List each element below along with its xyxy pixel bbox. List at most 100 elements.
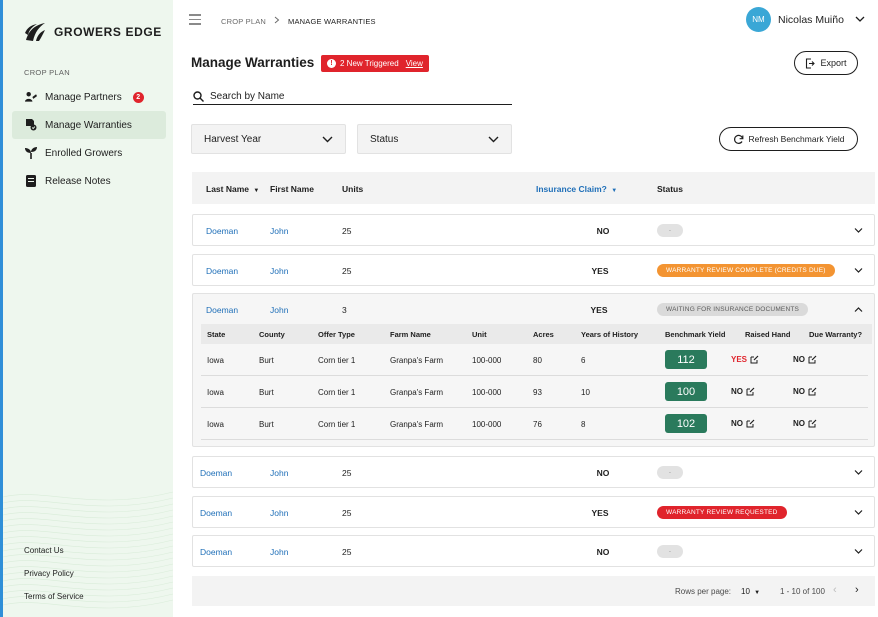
search-placeholder: Search by Name bbox=[210, 90, 285, 102]
chevron-up-icon[interactable] bbox=[854, 305, 863, 314]
raised-hand-toggle[interactable]: NO bbox=[731, 387, 755, 396]
alert-view-link[interactable]: View bbox=[405, 59, 423, 68]
status-badge: - bbox=[657, 466, 683, 479]
sidebar-item-enrolled-growers[interactable]: Enrolled Growers bbox=[12, 139, 166, 167]
sidebar-item-label: Release Notes bbox=[45, 175, 111, 187]
chevron-down-icon[interactable] bbox=[854, 547, 863, 556]
detail-header-raised-hand: Raised Hand bbox=[745, 330, 791, 339]
column-header-units[interactable]: Units bbox=[342, 184, 364, 194]
sidebar-item-release-notes[interactable]: Release Notes bbox=[12, 167, 166, 195]
offer-type-value: Corn tier 1 bbox=[318, 356, 356, 365]
edit-icon bbox=[750, 355, 759, 364]
due-warranty-toggle[interactable]: NO bbox=[793, 419, 817, 428]
insurance-claim-value: YES bbox=[590, 305, 608, 315]
column-header-insurance-claim[interactable]: Insurance Claim? ▼ bbox=[536, 184, 618, 194]
handshake-icon bbox=[25, 91, 37, 103]
units-value: 3 bbox=[342, 305, 347, 315]
contact-us-link[interactable]: Contact Us bbox=[24, 546, 64, 555]
insurance-claim-value: NO bbox=[596, 468, 610, 478]
sidebar-item-manage-warranties[interactable]: Manage Warranties bbox=[12, 111, 166, 139]
status-select[interactable]: Status bbox=[357, 124, 512, 154]
column-header-last-name[interactable]: Last Name ▼ bbox=[206, 184, 260, 194]
next-page-icon[interactable]: › bbox=[855, 584, 859, 596]
county-value: Burt bbox=[259, 356, 274, 365]
table-row[interactable]: Doeman John 25 NO - bbox=[192, 214, 875, 246]
decorative-waves bbox=[3, 491, 173, 609]
edit-icon bbox=[746, 387, 755, 396]
detail-header-acres: Acres bbox=[533, 330, 554, 339]
farm-name-value: Granpa's Farm bbox=[390, 388, 444, 397]
privacy-policy-link[interactable]: Privacy Policy bbox=[24, 569, 74, 578]
column-header-status[interactable]: Status bbox=[657, 184, 683, 194]
user-name: Nicolas Muiño bbox=[778, 13, 844, 26]
due-warranty-toggle[interactable]: NO bbox=[793, 355, 817, 364]
first-name-link[interactable]: John bbox=[270, 468, 289, 478]
detail-table-header: State County Offer Type Farm Name Unit A… bbox=[201, 324, 872, 344]
sidebar-item-label: Enrolled Growers bbox=[45, 147, 123, 159]
chevron-down-icon[interactable] bbox=[854, 226, 863, 235]
years-value: 8 bbox=[581, 420, 586, 429]
raised-hand-toggle[interactable]: NO bbox=[731, 419, 755, 428]
user-menu[interactable]: NM Nicolas Muiño bbox=[746, 7, 865, 32]
breadcrumb-parent[interactable]: CROP PLAN bbox=[221, 16, 267, 26]
first-name-link[interactable]: John bbox=[270, 305, 289, 315]
sidebar-section-label: CROP PLAN bbox=[24, 68, 70, 77]
last-name-link[interactable]: Doeman bbox=[206, 305, 239, 315]
insurance-claim-value: NO bbox=[596, 226, 610, 236]
county-value: Burt bbox=[259, 420, 274, 429]
units-value: 25 bbox=[342, 508, 352, 518]
column-header-first-name[interactable]: First Name bbox=[270, 184, 314, 194]
growers-edge-logo-icon bbox=[25, 23, 45, 41]
benchmark-yield-badge: 102 bbox=[665, 414, 707, 433]
first-name-link[interactable]: John bbox=[270, 508, 289, 518]
first-name-link[interactable]: John bbox=[270, 547, 289, 557]
table-row[interactable]: Doeman John 25 NO - bbox=[192, 456, 875, 488]
export-icon bbox=[806, 57, 816, 69]
chevron-down-icon bbox=[855, 16, 865, 22]
benchmark-yield-badge: 100 bbox=[665, 382, 707, 401]
last-name-link[interactable]: Doeman bbox=[200, 547, 233, 557]
acres-value: 93 bbox=[533, 388, 542, 397]
status-badge: WARRANTY REVIEW COMPLETE (CREDITS DUE) bbox=[657, 264, 835, 277]
last-name-link[interactable]: Doeman bbox=[206, 226, 239, 236]
breadcrumb-current: MANAGE WARRANTIES bbox=[288, 16, 376, 26]
brand-logo[interactable]: GROWERS EDGE bbox=[23, 20, 162, 44]
sort-down-icon: ▼ bbox=[611, 188, 618, 194]
terms-of-service-link[interactable]: Terms of Service bbox=[24, 592, 84, 601]
rows-per-page-select[interactable]: 10 ▼ bbox=[741, 587, 761, 596]
chevron-down-icon[interactable] bbox=[854, 266, 863, 275]
menu-icon[interactable] bbox=[189, 14, 201, 28]
first-name-link[interactable]: John bbox=[270, 266, 289, 276]
due-warranty-toggle[interactable]: NO bbox=[793, 387, 817, 396]
detail-header-offer-type: Offer Type bbox=[318, 330, 355, 339]
previous-page-icon[interactable]: ‹ bbox=[833, 584, 837, 596]
harvest-year-select[interactable]: Harvest Year bbox=[191, 124, 346, 154]
last-name-link[interactable]: Doeman bbox=[206, 266, 239, 276]
table-row[interactable]: Doeman John 25 NO - bbox=[192, 535, 875, 567]
status-badge: WARRANTY REVIEW REQUESTED bbox=[657, 506, 787, 519]
table-row[interactable]: Doeman John 25 YES WARRANTY REVIEW COMPL… bbox=[192, 254, 875, 286]
raised-hand-toggle[interactable]: YES bbox=[731, 355, 759, 364]
offer-type-value: Corn tier 1 bbox=[318, 420, 356, 429]
alert-text: 2 New Triggered bbox=[340, 59, 399, 68]
sidebar-item-manage-partners[interactable]: Manage Partners 2 bbox=[12, 83, 166, 111]
acres-value: 80 bbox=[533, 356, 542, 365]
table-row[interactable]: Doeman John 25 YES WARRANTY REVIEW REQUE… bbox=[192, 496, 875, 528]
page-title: Manage Warranties bbox=[191, 55, 315, 70]
search-input[interactable]: Search by Name bbox=[193, 88, 512, 105]
chevron-down-icon[interactable] bbox=[854, 468, 863, 477]
first-name-link[interactable]: John bbox=[270, 226, 289, 236]
chevron-down-icon[interactable] bbox=[854, 508, 863, 517]
notes-icon bbox=[25, 175, 37, 187]
table-header: Last Name ▼ First Name Units Insurance C… bbox=[192, 172, 875, 204]
last-name-link[interactable]: Doeman bbox=[200, 508, 233, 518]
export-button[interactable]: Export bbox=[794, 51, 858, 75]
last-name-link[interactable]: Doeman bbox=[200, 468, 233, 478]
status-badge: - bbox=[657, 545, 683, 558]
detail-row: Iowa Burt Corn tier 1 Granpa's Farm 100-… bbox=[201, 376, 868, 408]
table-row-expanded[interactable]: Doeman John 3 YES WAITING FOR INSURANCE … bbox=[192, 293, 875, 447]
sort-down-icon: ▼ bbox=[253, 188, 260, 194]
refresh-benchmark-yield-button[interactable]: Refresh Benchmark Yield bbox=[719, 127, 858, 151]
state-value: Iowa bbox=[207, 388, 224, 397]
detail-header-state: State bbox=[207, 330, 226, 339]
